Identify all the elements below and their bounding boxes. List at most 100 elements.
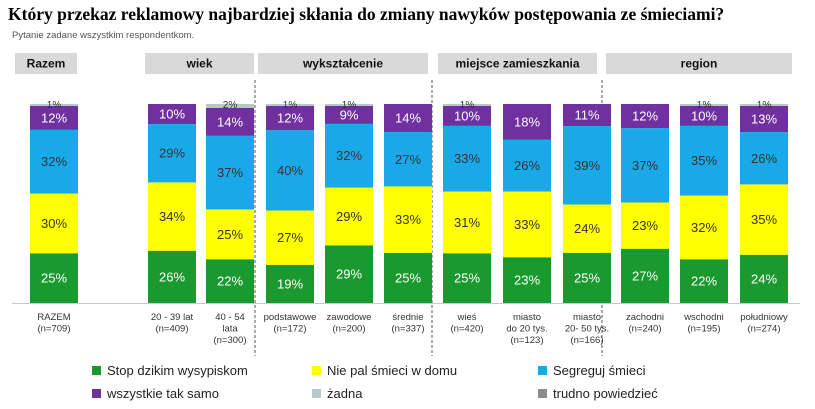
data-label: 23%	[632, 218, 658, 233]
data-label: 33%	[454, 151, 480, 166]
bar-segment	[443, 125, 491, 192]
group-header-label: miejsce zamieszkania	[455, 57, 579, 71]
bar-segment	[563, 126, 611, 205]
data-label: 33%	[514, 217, 540, 232]
data-label: 37%	[217, 165, 243, 180]
legend-item: trudno powiedzieć	[538, 386, 658, 401]
category-label: miasto 20- 50 tys. (n=166)	[565, 312, 609, 346]
category-label: zawodowe (n=200)	[327, 312, 372, 335]
category-label: wieś (n=420)	[450, 312, 483, 335]
bar-segment	[30, 193, 78, 254]
group-header-4	[606, 53, 792, 74]
bar-segment	[680, 125, 728, 196]
category-label: RAZEM (n=709)	[37, 312, 70, 335]
bar-segment	[148, 250, 196, 303]
data-label: 27%	[277, 230, 303, 245]
bar-segment	[384, 104, 432, 133]
legend-label: trudno powiedzieć	[553, 386, 658, 401]
data-label: 25%	[217, 227, 243, 242]
bar-segment	[384, 186, 432, 253]
top-small-label: 1%	[283, 100, 298, 111]
legend-label: Nie pal śmieci w domu	[327, 363, 458, 378]
bar-segment	[384, 132, 432, 187]
bar-segment	[325, 123, 373, 188]
bar-segment	[266, 210, 314, 265]
bar-segment	[680, 104, 728, 106]
data-label: 26%	[159, 269, 185, 284]
data-label: 14%	[395, 111, 421, 126]
data-label: 24%	[751, 271, 777, 286]
bar-segment	[206, 259, 254, 303]
bar-segment	[148, 124, 196, 183]
data-label: 30%	[41, 216, 67, 231]
data-label: 10%	[454, 108, 480, 123]
bar-segment	[30, 253, 78, 303]
group-header-label: Razem	[27, 57, 66, 71]
bar-segment	[503, 191, 551, 258]
bar-segment	[680, 195, 728, 260]
chart-subtitle: Pytanie zadane wszystkim respondentkom.	[12, 30, 195, 41]
chart-legend: Stop dzikim wysypiskom Nie pal śmieci w d…	[0, 362, 815, 409]
data-label: 32%	[41, 154, 67, 169]
data-label: 22%	[217, 274, 243, 289]
legend-swatch	[538, 366, 547, 375]
bar-segment	[621, 248, 669, 303]
bar-segment	[563, 104, 611, 127]
bar-segment	[325, 105, 373, 124]
bar-segment	[503, 257, 551, 303]
category-label: 40 - 54 lata (n=300)	[213, 312, 246, 346]
bar-segment	[740, 254, 788, 303]
data-label: 12%	[277, 111, 303, 126]
bar-segment	[266, 104, 314, 107]
category-label: wschodni (n=195)	[683, 312, 724, 335]
top-small-label: 1%	[460, 100, 475, 111]
data-label: 26%	[514, 158, 540, 173]
bar-segment	[740, 132, 788, 185]
top-small-label: 1%	[342, 100, 357, 111]
data-label: 10%	[691, 108, 717, 123]
data-label: 10%	[159, 107, 185, 122]
data-label: 24%	[574, 221, 600, 236]
bar-segment	[206, 104, 254, 108]
bar-segment	[563, 252, 611, 303]
data-label: 25%	[41, 271, 67, 286]
data-label: 13%	[751, 112, 777, 127]
bar-segment	[266, 264, 314, 303]
data-label: 40%	[277, 163, 303, 178]
bar-segment	[384, 252, 432, 303]
legend-label: żadna	[327, 386, 363, 401]
bar-segment	[680, 105, 728, 126]
top-small-label: 1%	[47, 100, 62, 111]
category-label: południowy (n=274)	[740, 312, 788, 335]
bar-segment	[266, 106, 314, 131]
bar-segment	[740, 184, 788, 255]
legend-item: Segreguj śmieci	[538, 363, 646, 378]
data-label: 25%	[454, 271, 480, 286]
category-label: zachodni (n=240)	[626, 312, 664, 335]
group-header-3	[438, 53, 597, 74]
bar-segment	[503, 139, 551, 192]
legend-swatch	[312, 389, 321, 398]
group-header-2	[258, 53, 428, 74]
bar-segment	[621, 202, 669, 249]
group-header-label: region	[681, 57, 718, 71]
bar-segment	[443, 104, 491, 106]
data-label: 11%	[574, 108, 599, 123]
bar-segment	[30, 104, 78, 106]
data-label: 32%	[691, 220, 717, 235]
bar-segment	[206, 209, 254, 260]
top-small-label: 2%	[223, 100, 238, 111]
category-label: podstawowe (n=172)	[264, 312, 317, 335]
bar-segment	[443, 191, 491, 254]
bar-segment	[503, 104, 551, 140]
bar-segment	[30, 105, 78, 130]
data-label: 12%	[632, 109, 658, 124]
data-label: 27%	[395, 152, 421, 167]
legend-swatch	[92, 389, 101, 398]
bar-segment	[206, 107, 254, 136]
data-label: 26%	[751, 151, 777, 166]
chart-title: Który przekaz reklamowy najbardziej skła…	[8, 4, 725, 24]
data-label: 18%	[514, 114, 540, 129]
data-label: 39%	[574, 158, 600, 173]
bar-segment	[443, 105, 491, 126]
